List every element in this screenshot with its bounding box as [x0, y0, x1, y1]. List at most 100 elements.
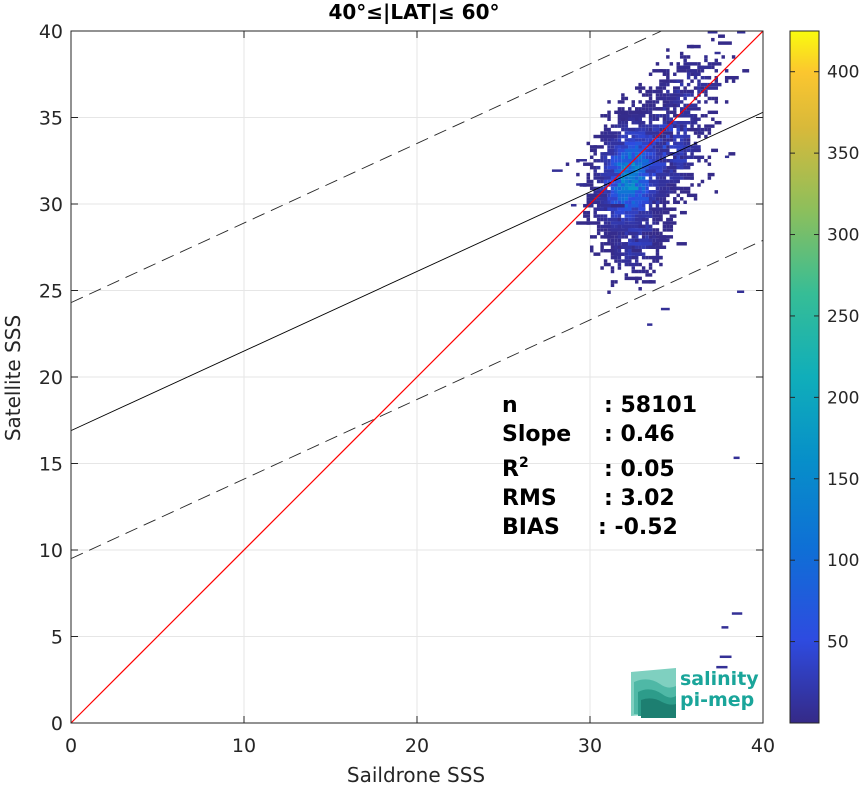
density-cell — [634, 141, 642, 146]
density-cell — [638, 100, 642, 104]
density-cell — [707, 82, 722, 87]
density-cell — [669, 127, 674, 132]
density-cell — [593, 210, 597, 215]
density-cell — [603, 162, 608, 166]
density-cell — [676, 86, 680, 90]
density-cell — [655, 259, 660, 263]
density-cell — [614, 238, 618, 243]
density-cell — [634, 210, 639, 215]
density-cell — [669, 93, 680, 97]
density-cell — [617, 124, 622, 128]
density-cell — [603, 179, 608, 184]
density-cell — [697, 127, 701, 132]
density-cell — [596, 165, 601, 170]
density-cell — [662, 224, 667, 229]
density-cell — [638, 155, 642, 160]
density-cell — [714, 190, 719, 194]
density-cell — [628, 172, 632, 177]
density-cell — [610, 155, 615, 160]
density-cell — [648, 72, 653, 76]
density-cell — [617, 238, 622, 243]
density-cell — [666, 193, 670, 198]
density-cell — [614, 190, 618, 194]
density-cell — [693, 117, 698, 121]
density-cell — [666, 224, 670, 229]
density-cell — [600, 155, 604, 160]
density-cell — [624, 252, 629, 256]
density-cell — [638, 190, 642, 194]
density-cell — [614, 252, 625, 256]
density-cell — [676, 124, 680, 128]
density-cell — [662, 86, 667, 90]
density-cell — [707, 75, 712, 80]
density-cell — [631, 207, 635, 211]
density-cell — [638, 221, 642, 225]
density-cell — [655, 242, 660, 246]
density-cell — [614, 248, 618, 253]
density-cell — [593, 252, 601, 256]
density-cell — [641, 193, 646, 198]
density-cell — [718, 34, 725, 38]
density-cell — [624, 96, 629, 101]
density-cell — [662, 114, 667, 118]
stat-label: RMS — [502, 486, 557, 511]
density-cell — [641, 172, 649, 177]
density-cell — [693, 148, 701, 153]
density-cell — [676, 93, 684, 97]
density-cell — [617, 231, 622, 236]
density-cell — [645, 155, 649, 160]
stat-value: : 0.46 — [604, 422, 675, 447]
density-cell — [624, 248, 632, 253]
density-cell — [628, 210, 632, 215]
density-cell — [645, 127, 649, 132]
density-cell — [631, 169, 635, 173]
density-cell — [679, 152, 684, 156]
density-cell — [679, 100, 684, 104]
chart-title: 40°≤|LAT|≤ 60° — [328, 0, 499, 24]
density-cell — [652, 145, 656, 149]
density-cell — [624, 217, 629, 222]
density-cell — [648, 204, 653, 208]
density-cell — [621, 165, 625, 170]
density-cell — [641, 217, 646, 222]
density-cell — [714, 120, 722, 125]
density-cell — [634, 269, 639, 274]
density-cell — [628, 107, 632, 111]
density-cell — [673, 114, 677, 118]
density-cell — [624, 276, 639, 281]
density-cell — [603, 141, 608, 146]
density-cell — [666, 96, 680, 101]
density-cell — [603, 217, 608, 222]
density-cell — [634, 276, 639, 281]
density-cell — [614, 242, 618, 246]
density-cell — [641, 245, 646, 249]
colorbar-tick-label: 250 — [827, 307, 859, 327]
density-cell — [631, 210, 635, 215]
density-cell — [593, 148, 597, 153]
density-cell — [683, 152, 687, 156]
density-cell — [641, 231, 646, 236]
density-cell — [638, 269, 642, 274]
density-cell — [652, 200, 656, 204]
density-cell — [648, 155, 653, 160]
upper-bound-line — [70, 30, 662, 304]
density-cell — [617, 186, 622, 191]
density-cell — [628, 145, 632, 149]
density-cell — [683, 176, 694, 180]
density-cell — [652, 100, 656, 104]
density-cell — [662, 134, 667, 139]
density-cell — [686, 89, 694, 94]
density-cell — [659, 148, 670, 153]
density-cell — [634, 207, 639, 211]
density-cell — [634, 221, 642, 225]
density-cell — [638, 200, 642, 204]
density-cell — [628, 214, 632, 218]
density-cell — [655, 145, 667, 149]
density-cell — [596, 224, 601, 229]
density-cell — [659, 82, 667, 87]
density-cell — [600, 214, 604, 218]
density-cell — [655, 221, 660, 225]
density-cell — [655, 138, 660, 142]
density-cell — [610, 193, 622, 198]
density-cell — [673, 138, 677, 142]
